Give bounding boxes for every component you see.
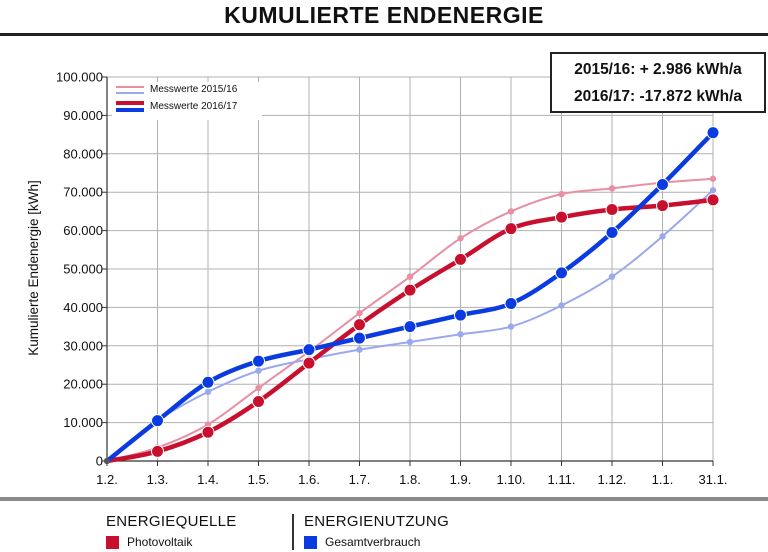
data-point-messwerte-2015-16-gesamtverbrauch xyxy=(558,302,565,309)
data-point-messwerte-2016-17-photovoltaik xyxy=(504,222,518,236)
data-point-messwerte-2016-17-photovoltaik xyxy=(403,283,417,297)
data-point-messwerte-2015-16-gesamtverbrauch xyxy=(457,331,464,338)
data-point-messwerte-2015-16-photovoltaik xyxy=(255,384,262,392)
data-point-messwerte-2015-16-photovoltaik xyxy=(406,273,414,280)
energy-use-item: Gesamtverbrauch xyxy=(304,535,420,549)
data-point-messwerte-2016-17-photovoltaik xyxy=(252,394,265,408)
data-point-messwerte-2016-17-gesamtverbrauch xyxy=(201,375,215,389)
stats-line-2015-16: 2015/16: + 2.986 kWh/a xyxy=(574,61,742,78)
x-tick-label: 1.11. xyxy=(548,472,576,487)
y-tick-label: 90.000 xyxy=(63,108,103,123)
energy-source-label: Photovoltaik xyxy=(127,535,193,549)
data-point-messwerte-2016-17-gesamtverbrauch xyxy=(706,126,720,140)
data-point-messwerte-2015-16-photovoltaik xyxy=(558,190,565,198)
y-tick-label: 100.000 xyxy=(56,70,103,85)
series-messwerte-2016-17-photovoltaik xyxy=(104,193,720,464)
data-point-messwerte-2016-17-photovoltaik xyxy=(302,356,316,370)
data-point-messwerte-2016-17-photovoltaik xyxy=(201,425,215,439)
data-point-messwerte-2016-17-gesamtverbrauch xyxy=(656,178,669,192)
x-tick-label: 1.5. xyxy=(248,472,270,487)
data-point-messwerte-2016-17-gesamtverbrauch xyxy=(104,458,110,464)
data-point-messwerte-2015-16-photovoltaik xyxy=(507,208,515,215)
gesamtverbrauch-swatch xyxy=(304,535,317,549)
energy-use-label: Gesamtverbrauch xyxy=(325,535,421,549)
data-point-messwerte-2015-16-photovoltaik xyxy=(356,309,363,317)
energy-source-heading: ENERGIEQUELLE xyxy=(106,513,237,530)
grid xyxy=(107,76,714,461)
photovoltaik-swatch xyxy=(106,535,119,549)
data-point-messwerte-2015-16-photovoltaik xyxy=(457,235,464,242)
y-tick-label: 50.000 xyxy=(63,262,103,277)
page-title: KUMULIERTE ENDENERGIE xyxy=(224,2,544,28)
data-point-messwerte-2015-16-gesamtverbrauch xyxy=(659,233,666,240)
x-tick-label: 31.1. xyxy=(699,472,728,487)
stats-line-2016-17: 2016/17: -17.872 kWh/a xyxy=(573,88,743,105)
x-tick-label: 1.10. xyxy=(497,472,526,487)
data-point-messwerte-2015-16-photovoltaik xyxy=(608,185,616,192)
y-tick-label: 80.000 xyxy=(63,146,103,161)
data-point-messwerte-2016-17-gesamtverbrauch xyxy=(151,414,164,428)
data-point-messwerte-2015-16-photovoltaik xyxy=(709,175,717,182)
data-point-messwerte-2016-17-photovoltaik xyxy=(454,252,467,266)
data-point-messwerte-2015-16-gesamtverbrauch xyxy=(204,388,212,396)
chart-legend: Messwerte 2015/16 Messwerte 2016/17 xyxy=(112,82,262,120)
data-point-messwerte-2016-17-gesamtverbrauch xyxy=(252,354,265,368)
bottom-divider xyxy=(0,497,768,501)
axes xyxy=(102,76,714,466)
y-tick-label: 30.000 xyxy=(63,338,103,353)
data-point-messwerte-2016-17-gesamtverbrauch xyxy=(403,320,417,334)
y-tick-label: 0 xyxy=(96,454,103,469)
y-axis-label: Kumulierte Endenergie [kWh] xyxy=(26,180,41,356)
x-tick-label: 1.9. xyxy=(450,472,472,487)
legend-label-2016-17: Messwerte 2016/17 xyxy=(150,101,238,112)
data-point-messwerte-2015-16-gesamtverbrauch xyxy=(608,273,616,280)
data-point-messwerte-2016-17-gesamtverbrauch xyxy=(504,297,518,311)
x-tick-label: 1.12. xyxy=(598,472,627,487)
stats-box: 2015/16: + 2.986 kWh/a 2016/17: -17.872 … xyxy=(550,52,766,113)
y-tick-label: 10.000 xyxy=(63,415,103,430)
data-point-messwerte-2016-17-photovoltaik xyxy=(353,318,366,332)
y-tick-label: 40.000 xyxy=(63,300,103,315)
data-point-messwerte-2016-17-gesamtverbrauch xyxy=(605,226,619,240)
data-point-messwerte-2015-16-gesamtverbrauch xyxy=(507,323,515,330)
x-tick-label: 1.6. xyxy=(298,472,320,487)
x-tick-label: 1.2. xyxy=(96,472,118,487)
data-point-messwerte-2016-17-gesamtverbrauch xyxy=(454,308,467,322)
data-point-messwerte-2016-17-gesamtverbrauch xyxy=(353,331,366,345)
x-tick-label: 1.7. xyxy=(349,472,371,487)
data-point-messwerte-2015-16-gesamtverbrauch xyxy=(255,367,262,374)
data-point-messwerte-2016-17-photovoltaik xyxy=(706,193,720,207)
x-tick-label: 1.4. xyxy=(197,472,219,487)
data-point-messwerte-2016-17-photovoltaik xyxy=(555,210,568,224)
data-point-messwerte-2016-17-photovoltaik xyxy=(605,202,619,216)
x-tick-label: 1.3. xyxy=(147,472,169,487)
data-point-messwerte-2015-16-gesamtverbrauch xyxy=(709,187,717,194)
tick-labels: 0 10.000 20.000 30.000 40.000 50.000 60.000 70.… xyxy=(56,70,727,488)
cumulative-energy-chart: 0 10.000 20.000 30.000 40.000 50.000 60.000 70.… xyxy=(26,70,727,488)
y-tick-label: 70.000 xyxy=(63,185,103,200)
data-point-messwerte-2015-16-gesamtverbrauch xyxy=(356,346,363,353)
legend-label-2015-16: Messwerte 2015/16 xyxy=(150,84,238,95)
x-tick-label: 1.1. xyxy=(652,472,674,487)
data-point-messwerte-2016-17-photovoltaik xyxy=(656,199,669,213)
legend-separator xyxy=(292,514,294,550)
title-divider xyxy=(0,33,768,36)
data-point-messwerte-2016-17-gesamtverbrauch xyxy=(302,343,316,357)
data-point-messwerte-2016-17-photovoltaik xyxy=(151,444,164,458)
y-tick-label: 60.000 xyxy=(63,223,103,238)
data-point-messwerte-2015-16-gesamtverbrauch xyxy=(406,338,414,346)
data-point-messwerte-2016-17-gesamtverbrauch xyxy=(555,266,568,280)
energy-source-item: Photovoltaik xyxy=(106,535,192,549)
series-messwerte-2016-17-gesamtverbrauch xyxy=(104,126,720,464)
y-tick-label: 20.000 xyxy=(63,377,103,392)
x-tick-label: 1.8. xyxy=(399,472,421,487)
energy-use-heading: ENERGIENUTZUNG xyxy=(304,513,450,530)
series xyxy=(104,126,720,464)
